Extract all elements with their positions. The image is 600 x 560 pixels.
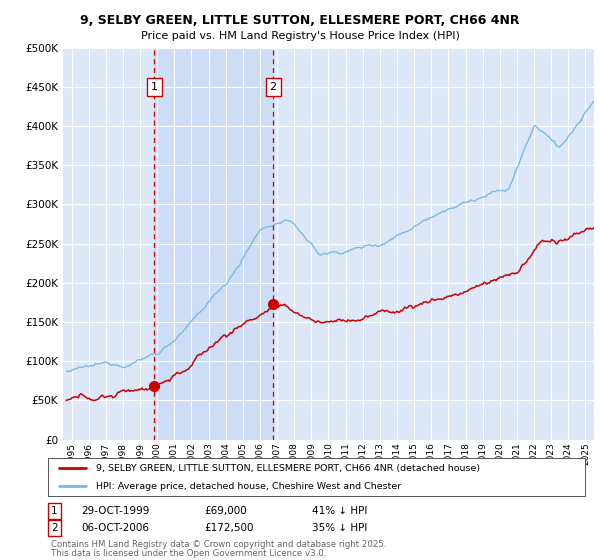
Text: 1: 1 [151,82,158,92]
Text: 35% ↓ HPI: 35% ↓ HPI [312,523,367,533]
Text: £172,500: £172,500 [204,523,254,533]
Text: HPI: Average price, detached house, Cheshire West and Chester: HPI: Average price, detached house, Ches… [97,482,401,491]
Text: 2: 2 [51,523,58,533]
Text: 41% ↓ HPI: 41% ↓ HPI [312,506,367,516]
Text: 29-OCT-1999: 29-OCT-1999 [81,506,149,516]
Text: 2: 2 [269,82,277,92]
Text: 06-OCT-2006: 06-OCT-2006 [81,523,149,533]
Text: This data is licensed under the Open Government Licence v3.0.: This data is licensed under the Open Gov… [51,549,326,558]
Text: Price paid vs. HM Land Registry's House Price Index (HPI): Price paid vs. HM Land Registry's House … [140,31,460,41]
Text: 9, SELBY GREEN, LITTLE SUTTON, ELLESMERE PORT, CH66 4NR (detached house): 9, SELBY GREEN, LITTLE SUTTON, ELLESMERE… [97,464,481,473]
Text: £69,000: £69,000 [204,506,247,516]
Bar [154,48,273,440]
Text: Contains HM Land Registry data © Crown copyright and database right 2025.: Contains HM Land Registry data © Crown c… [51,540,386,549]
Text: 1: 1 [51,506,58,516]
Text: 9, SELBY GREEN, LITTLE SUTTON, ELLESMERE PORT, CH66 4NR: 9, SELBY GREEN, LITTLE SUTTON, ELLESMERE… [80,14,520,27]
